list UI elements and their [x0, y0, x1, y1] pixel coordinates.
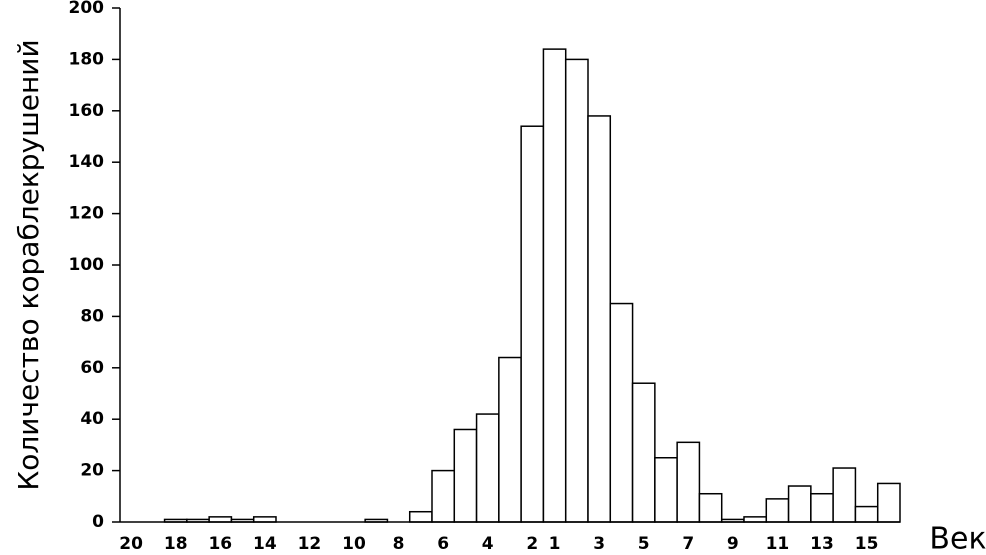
- x-tick-label: 15: [855, 534, 879, 554]
- bar: [252, 516, 277, 523]
- y-tick-label: 160: [69, 101, 105, 121]
- y-tick-label: 80: [80, 306, 104, 326]
- bar: [810, 492, 834, 523]
- bar: [743, 516, 768, 523]
- x-tick-label: 18: [164, 534, 188, 554]
- bar: [431, 469, 456, 523]
- x-tick-label: 10: [342, 534, 366, 554]
- y-tick-label: 60: [80, 358, 104, 378]
- bar: [698, 492, 723, 523]
- y-tick-label: 0: [92, 512, 104, 532]
- x-tick-label: 16: [208, 534, 232, 554]
- x-axis-label: Век: [929, 522, 986, 555]
- bar: [676, 441, 701, 523]
- x-tick-label: 8: [393, 534, 405, 554]
- bar: [208, 516, 233, 523]
- x-tick-label: 7: [682, 534, 694, 554]
- y-tick-label: 140: [69, 152, 105, 172]
- bar: [520, 125, 545, 523]
- bar: [498, 356, 522, 523]
- bar: [587, 115, 612, 523]
- x-tick-label: 12: [298, 534, 322, 554]
- y-tick-label: 20: [80, 461, 104, 481]
- y-axis-label: Количество кораблекрушений: [12, 39, 45, 490]
- x-tick-label: 3: [593, 534, 605, 554]
- x-tick-label: 2: [526, 534, 538, 554]
- x-tick-label: 11: [766, 534, 790, 554]
- bar: [564, 58, 589, 523]
- y-tick-label: 120: [69, 204, 105, 224]
- bar: [475, 413, 500, 523]
- x-tick-label: 14: [253, 534, 277, 554]
- bar: [765, 498, 790, 523]
- x-tick-label: 5: [638, 534, 650, 554]
- x-tick-label: 6: [437, 534, 449, 554]
- y-tick-label: 200: [69, 0, 105, 18]
- x-tick-label: 4: [482, 534, 494, 554]
- bar: [453, 428, 478, 523]
- bar: [876, 482, 901, 523]
- bar: [832, 467, 857, 523]
- bar: [408, 510, 433, 523]
- y-tick-label: 100: [69, 255, 105, 275]
- bar: [787, 485, 812, 523]
- bar: [542, 48, 567, 523]
- x-tick-label: 1: [549, 534, 561, 554]
- bar: [654, 457, 678, 523]
- x-tick-label: 13: [810, 534, 834, 554]
- x-tick-label: 9: [727, 534, 739, 554]
- y-tick-label: 180: [69, 49, 105, 69]
- bar: [609, 302, 634, 523]
- bar: [631, 382, 656, 523]
- x-tick-label: 20: [119, 534, 143, 554]
- bar: [854, 505, 879, 523]
- y-tick-label: 40: [80, 409, 104, 429]
